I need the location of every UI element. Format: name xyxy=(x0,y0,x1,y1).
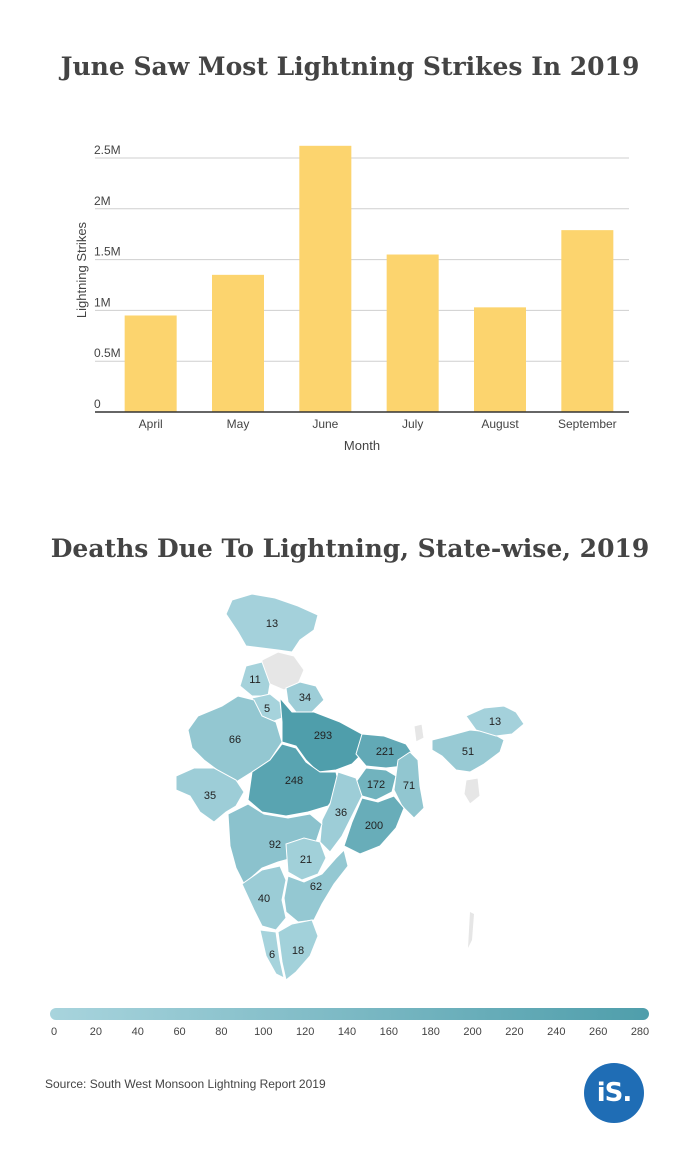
region-value-label: 40 xyxy=(258,893,270,905)
x-tick-label: September xyxy=(558,417,617,431)
region-value-label: 13 xyxy=(266,618,278,630)
y-axis-title: Lightning Strikes xyxy=(74,221,89,318)
region-value-label: 66 xyxy=(229,734,241,746)
bar-june xyxy=(299,145,352,413)
region-uttar-pradesh xyxy=(279,696,367,773)
region-value-label: 221 xyxy=(376,746,394,758)
legend-tick-label: 220 xyxy=(505,1026,523,1038)
region-value-label: 248 xyxy=(285,775,303,787)
brand-logo: iS. xyxy=(584,1063,644,1123)
x-axis-title: Month xyxy=(344,438,380,453)
y-tick-label: 2M xyxy=(94,194,111,208)
region-value-label: 35 xyxy=(204,790,216,802)
bar-gridlines xyxy=(95,157,629,362)
region-value-label: 13 xyxy=(489,716,501,728)
legend-tick-label: 180 xyxy=(422,1026,440,1038)
region-value-label: 172 xyxy=(367,779,385,791)
region-chhattisgarh xyxy=(319,771,363,853)
y-tick-label: 1.5M xyxy=(94,245,121,259)
bar-chart-title: June Saw Most Lightning Strikes In 2019 xyxy=(60,52,640,81)
bar-april xyxy=(124,315,177,412)
region-gujarat xyxy=(175,767,245,823)
bar-series xyxy=(124,145,614,413)
region-value-label: 62 xyxy=(310,881,322,893)
region-andhra-pradesh xyxy=(283,849,349,923)
legend-tick-label: 200 xyxy=(463,1026,481,1038)
y-tick-label: 1M xyxy=(94,295,111,309)
legend-tick-label: 40 xyxy=(132,1026,144,1038)
region-west-bengal xyxy=(393,751,425,819)
region-value-label: 36 xyxy=(335,807,347,819)
x-tick-label: June xyxy=(312,417,338,431)
bar-may xyxy=(212,274,264,412)
region-value-label: 51 xyxy=(462,746,474,758)
legend-tick-label: 60 xyxy=(173,1026,185,1038)
region-value-label: 5 xyxy=(264,703,270,715)
legend-tick-label: 80 xyxy=(215,1026,227,1038)
map-chart-title: Deaths Due To Lightning, State-wise, 201… xyxy=(50,534,650,563)
region-assam xyxy=(431,729,505,773)
region-arunachal-pradesh xyxy=(465,705,525,737)
region-telangana xyxy=(285,837,327,881)
color-legend: 0 20 40 60 80 100 120 140 160 180 200 220 240 260 280 xyxy=(50,1008,649,1038)
region-value-label: 92 xyxy=(269,839,281,851)
map-no-data-areas xyxy=(413,723,481,948)
region-kerala xyxy=(259,929,285,979)
bar-july xyxy=(386,254,439,412)
region-value-label: 11 xyxy=(249,674,260,686)
legend-tick-label: 280 xyxy=(631,1026,649,1038)
legend-tick-label: 0 xyxy=(51,1026,57,1038)
legend-tick-label: 260 xyxy=(589,1026,607,1038)
map-value-labels: 13 11 5 34 66 293 221 35 248 172 71 36 200 92 21 40 62 18… xyxy=(204,618,501,961)
legend-tick-label: 240 xyxy=(547,1026,565,1038)
source-note: Source: South West Monsoon Lightning Rep… xyxy=(45,1077,326,1091)
bar-x-tick-labels: April May June July August September xyxy=(139,417,617,431)
bar-september xyxy=(561,230,614,412)
legend-tick-label: 160 xyxy=(380,1026,398,1038)
legend-tick-label: 140 xyxy=(338,1026,356,1038)
region-value-label: 21 xyxy=(300,854,312,866)
region-value-label: 6 xyxy=(269,949,275,961)
region-odisha xyxy=(343,795,405,855)
bar-chart: 0 0.5M 1M 1.5M 2M 2.5M April May June July August… xyxy=(74,143,629,453)
bar-august xyxy=(474,307,526,412)
legend-color-bar xyxy=(50,1008,649,1020)
region-value-label: 71 xyxy=(403,780,415,792)
legend-tick-label: 20 xyxy=(90,1026,102,1038)
region-uttarakhand xyxy=(285,681,325,713)
region-value-label: 34 xyxy=(299,692,311,704)
x-tick-label: May xyxy=(227,417,250,431)
region-tamil-nadu xyxy=(277,919,319,981)
region-value-label: 18 xyxy=(292,945,304,957)
x-tick-label: August xyxy=(481,417,519,431)
y-tick-label: 0.5M xyxy=(94,346,121,360)
legend-tick-label: 100 xyxy=(254,1026,272,1038)
legend-tick-label: 120 xyxy=(296,1026,314,1038)
x-tick-label: April xyxy=(139,417,163,431)
map-regions xyxy=(175,593,525,981)
region-value-label: 200 xyxy=(365,820,383,832)
y-tick-label: 0 xyxy=(94,397,101,411)
y-tick-label: 2.5M xyxy=(94,143,121,157)
region-value-label: 293 xyxy=(314,730,332,742)
x-tick-label: July xyxy=(402,417,423,431)
region-karnataka xyxy=(241,865,287,931)
bar-y-tick-labels: 0 0.5M 1M 1.5M 2M 2.5M xyxy=(94,143,121,411)
region-jammu-kashmir xyxy=(225,593,319,653)
